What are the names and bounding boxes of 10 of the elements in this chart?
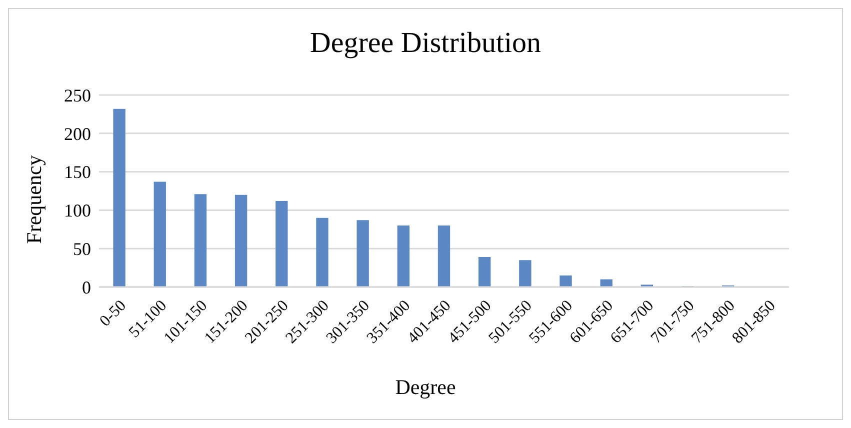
y-tick-label: 100 — [64, 200, 91, 221]
y-tick-label: 50 — [73, 238, 91, 259]
x-axis-title: Degree — [394, 375, 457, 400]
x-tick-label: 0-50 — [96, 297, 130, 330]
y-tick-label: 150 — [64, 162, 91, 182]
chart-title: Degree Distribution — [308, 27, 542, 61]
y-tick-label: 0 — [82, 277, 91, 298]
y-tick-label: 250 — [64, 85, 91, 106]
y-axis-title: Frequency — [22, 154, 46, 244]
y-tick-label: 200 — [64, 124, 91, 144]
